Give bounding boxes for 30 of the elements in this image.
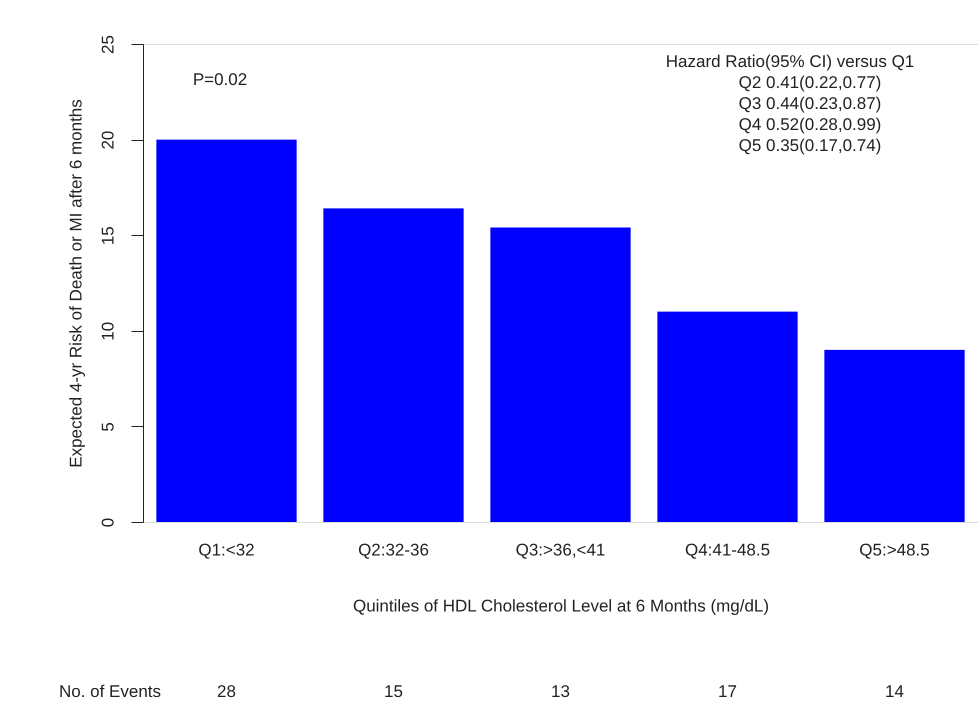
y-tick-label: 0 [98, 518, 118, 528]
x-axis-title: Quintiles of HDL Cholesterol Level at 6 Months (mg/dL) [352, 596, 770, 616]
text: 15 [384, 682, 403, 701]
text: 13 [551, 682, 570, 701]
bar [323, 208, 464, 522]
annotation: Q2 0.41(0.22,0.77) [738, 73, 882, 92]
x-tick-label: Q2:32-36 [358, 540, 429, 560]
y-tick-label: 10 [98, 322, 118, 341]
bar [824, 350, 965, 522]
annotation: Hazard Ratio(95% CI) versus Q1 [666, 52, 914, 71]
annotation: P=0.02 [192, 70, 248, 89]
x-tick-label: Q4:41-48.5 [684, 540, 770, 560]
bar [657, 312, 798, 522]
y-axis-title: Expected 4-yr Risk of Death or MI after 6 months [66, 99, 86, 468]
bar [156, 140, 297, 522]
annotation: Q4 0.52(0.28,0.99) [738, 115, 882, 134]
text: 28 [217, 682, 236, 701]
bar [490, 228, 631, 522]
annotation: Q5 0.35(0.17,0.74) [738, 136, 882, 155]
y-tick-label: 20 [98, 130, 118, 150]
text: No. of Events [58, 682, 162, 701]
x-tick-label: Q5:>48.5 [859, 540, 930, 560]
y-tick-label: 15 [98, 226, 118, 246]
x-tick-label: Q1:<32 [198, 540, 255, 560]
annotation: Q3 0.44(0.23,0.87) [738, 94, 882, 113]
text: 17 [718, 682, 737, 701]
text: 14 [885, 682, 904, 701]
y-tick-label: 5 [98, 422, 118, 432]
y-tick-label: 25 [98, 35, 118, 54]
x-tick-label: Q3:>36,<41 [516, 540, 606, 560]
